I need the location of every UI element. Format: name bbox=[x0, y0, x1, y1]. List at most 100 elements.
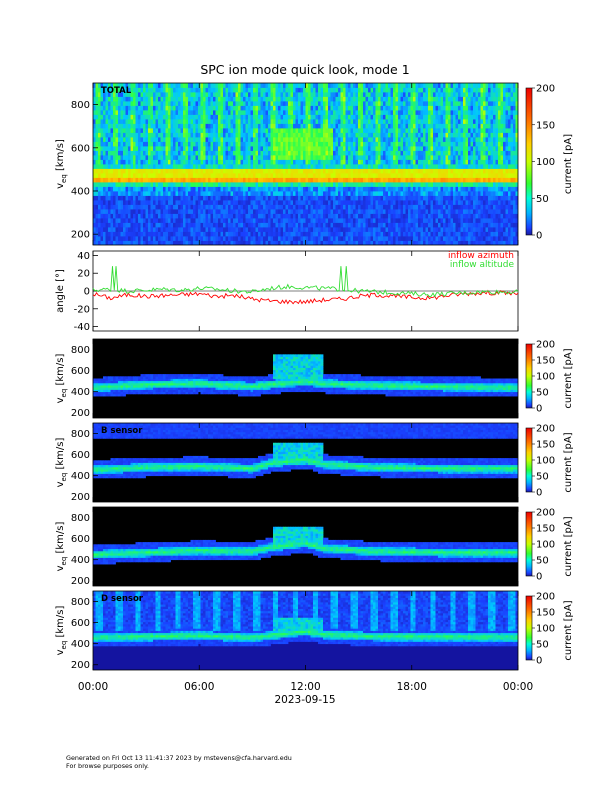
heatmap-cell bbox=[153, 101, 156, 106]
heatmap-cell bbox=[136, 173, 139, 178]
heatmap-cell bbox=[268, 232, 271, 237]
heatmap-cell bbox=[363, 205, 366, 210]
heatmap-cell bbox=[178, 191, 181, 196]
heatmap-cell bbox=[116, 151, 119, 156]
heatmap-cell bbox=[226, 214, 229, 219]
heatmap-cell bbox=[406, 214, 409, 219]
heatmap-cell bbox=[366, 115, 369, 120]
heatmap-cell bbox=[333, 119, 336, 124]
heatmap-cell bbox=[421, 97, 424, 102]
heatmap-cell bbox=[281, 169, 284, 174]
heatmap-cell bbox=[378, 146, 381, 151]
heatmap-cell bbox=[128, 169, 131, 174]
heatmap-cell bbox=[121, 218, 124, 223]
heatmap-cell bbox=[103, 187, 106, 192]
heatmap-cell bbox=[416, 209, 419, 214]
heatmap-cell bbox=[308, 97, 311, 102]
heatmap-cell bbox=[246, 119, 249, 124]
heatmap-cell bbox=[183, 214, 186, 219]
heatmap-cell bbox=[171, 218, 174, 223]
heatmap-cell bbox=[423, 160, 426, 165]
heatmap-cell bbox=[226, 178, 229, 183]
heatmap-cell bbox=[166, 133, 169, 138]
heatmap-cell bbox=[391, 173, 394, 178]
heatmap-cell bbox=[231, 137, 234, 142]
heatmap-cell bbox=[161, 205, 164, 210]
heatmap-cell bbox=[118, 119, 121, 124]
heatmap-cell bbox=[216, 236, 219, 241]
heatmap-cell bbox=[361, 164, 364, 169]
heatmap-cell bbox=[341, 119, 344, 124]
heatmap-cell bbox=[373, 88, 376, 93]
heatmap-cell bbox=[188, 200, 191, 205]
heatmap-cell bbox=[431, 160, 434, 165]
heatmap-cell bbox=[156, 209, 159, 214]
heatmap-cell bbox=[106, 146, 109, 151]
heatmap-cell bbox=[211, 223, 214, 228]
heatmap-cell bbox=[208, 214, 211, 219]
heatmap-cell bbox=[428, 124, 431, 129]
heatmap-cell bbox=[401, 151, 404, 156]
heatmap-cell bbox=[281, 106, 284, 111]
heatmap-cell bbox=[328, 187, 331, 192]
heatmap-cell bbox=[116, 209, 119, 214]
heatmap-cell bbox=[98, 115, 101, 120]
heatmap-cell bbox=[301, 182, 304, 187]
heatmap-cell bbox=[236, 137, 239, 142]
heatmap-cell bbox=[253, 182, 256, 187]
heatmap-cell bbox=[123, 164, 126, 169]
heatmap-cell bbox=[151, 209, 154, 214]
heatmap-cell bbox=[221, 101, 224, 106]
heatmap-cell bbox=[333, 92, 336, 97]
heatmap-cell bbox=[151, 187, 154, 192]
heatmap-cell bbox=[271, 227, 274, 232]
heatmap-cell bbox=[386, 187, 389, 192]
heatmap-cell bbox=[126, 218, 129, 223]
heatmap-cell bbox=[328, 160, 331, 165]
heatmap-cell bbox=[353, 236, 356, 241]
heatmap-cell bbox=[231, 101, 234, 106]
heatmap-cell bbox=[176, 88, 179, 93]
heatmap-cell bbox=[286, 146, 289, 151]
heatmap-cell bbox=[143, 178, 146, 183]
heatmap-cell bbox=[186, 164, 189, 169]
heatmap-cell bbox=[381, 205, 384, 210]
heatmap-cell bbox=[166, 223, 169, 228]
heatmap-cell bbox=[171, 223, 174, 228]
heatmap-cell bbox=[413, 155, 416, 160]
heatmap-cell bbox=[248, 151, 251, 156]
heatmap-cell bbox=[336, 236, 339, 241]
heatmap-cell bbox=[213, 106, 216, 111]
heatmap-cell bbox=[93, 227, 96, 232]
heatmap-cell bbox=[436, 160, 439, 165]
heatmap-cell bbox=[186, 101, 189, 106]
heatmap-cell bbox=[116, 124, 119, 129]
heatmap-cell bbox=[176, 97, 179, 102]
heatmap-cell bbox=[246, 115, 249, 120]
heatmap-cell bbox=[323, 101, 326, 106]
heatmap-cell bbox=[268, 97, 271, 102]
heatmap-cell bbox=[283, 88, 286, 93]
heatmap-cell bbox=[388, 133, 391, 138]
heatmap-cell bbox=[356, 128, 359, 133]
heatmap-cell bbox=[101, 142, 104, 147]
heatmap-cell bbox=[401, 119, 404, 124]
heatmap-cell bbox=[213, 236, 216, 241]
heatmap-cell bbox=[98, 160, 101, 165]
heatmap-cell bbox=[188, 160, 191, 165]
heatmap-cell bbox=[263, 200, 266, 205]
heatmap-cell bbox=[228, 106, 231, 111]
heatmap-cell bbox=[393, 119, 396, 124]
heatmap-cell bbox=[318, 164, 321, 169]
heatmap-cell bbox=[428, 155, 431, 160]
heatmap-cell bbox=[386, 218, 389, 223]
heatmap-cell bbox=[326, 92, 329, 97]
heatmap-cell bbox=[406, 115, 409, 120]
heatmap-cell bbox=[263, 97, 266, 102]
heatmap-cell bbox=[388, 155, 391, 160]
heatmap-cell bbox=[193, 119, 196, 124]
heatmap-cell bbox=[268, 227, 271, 232]
heatmap-cell bbox=[388, 142, 391, 147]
heatmap-cell bbox=[341, 214, 344, 219]
heatmap-cell bbox=[98, 110, 101, 115]
